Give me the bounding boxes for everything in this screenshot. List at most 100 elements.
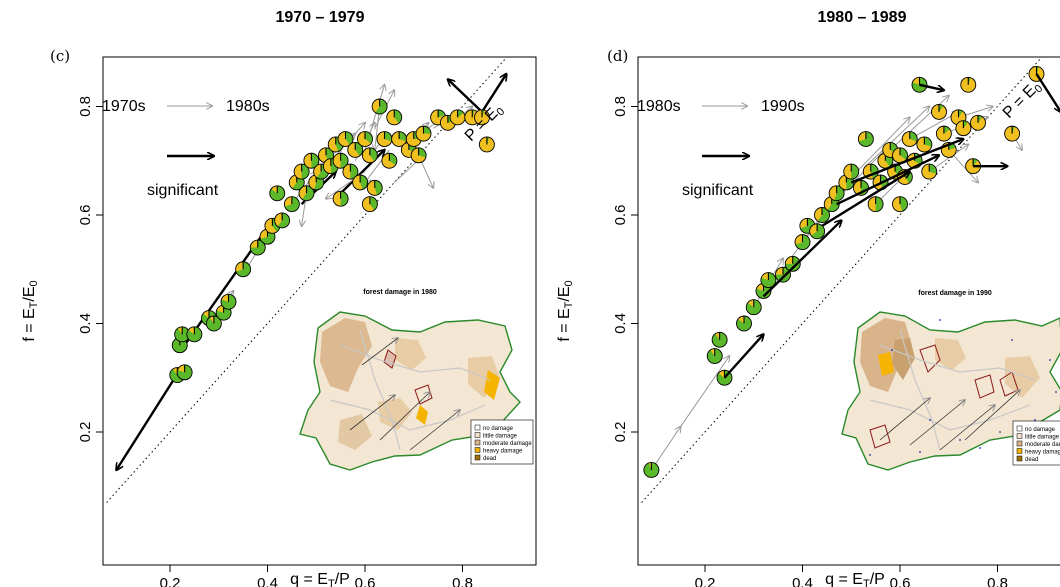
- pie-point: [371, 98, 388, 115]
- pie-point: [931, 103, 947, 120]
- pie-point: [332, 190, 349, 207]
- y-tick-label: 0.4: [612, 313, 629, 334]
- pie-point: [955, 120, 972, 137]
- panel-d-legend-to: 1990s: [761, 98, 805, 115]
- pie-point: [357, 131, 373, 148]
- panel-d-frame: [637, 56, 1060, 566]
- inset-legend-swatch: [1016, 433, 1023, 439]
- inset-legend-label: no damage: [1025, 427, 1056, 433]
- inset-legend-swatch: [474, 454, 481, 461]
- y-tick-label: 0.2: [612, 422, 629, 443]
- pie-point: [935, 125, 952, 142]
- panel-c-inset-title: forest damage in 1980: [363, 289, 437, 296]
- panel-d-inset-title: forest damage in 1990: [918, 290, 992, 297]
- pie-point: [269, 185, 286, 202]
- panel-c-frame: [102, 56, 537, 566]
- pie-point: [901, 131, 918, 148]
- panel-d-inset-map: forest damage in 1990: [841, 290, 1060, 471]
- panel-c-y-axis: 0.2 0.4 0.6 0.8: [77, 96, 103, 442]
- significant-change-arrow: [448, 79, 483, 113]
- x-tick-label: 0.8: [452, 575, 473, 587]
- y-tick-label: 0.8: [612, 96, 629, 117]
- significant-change-arrow: [183, 220, 273, 346]
- y-tick-label: 0.4: [77, 313, 94, 334]
- pie-point: [916, 136, 933, 153]
- pie-point: [643, 462, 660, 478]
- panel-d-x-axis: 0.2 0.4 0.6 0.8: [695, 565, 1008, 587]
- x-tick-label: 0.8: [987, 575, 1008, 587]
- inset-legend-label: heavy damage: [1025, 450, 1060, 456]
- x-tick-label: 0.2: [160, 575, 181, 587]
- inset-legend-swatch: [1016, 425, 1023, 432]
- x-tick-label: 0.6: [355, 575, 376, 587]
- pie-point: [711, 331, 728, 348]
- panel-c-title: 1970 – 1979: [276, 9, 365, 26]
- significant-change-arrow: [821, 172, 910, 227]
- pie-point: [474, 109, 490, 126]
- pie-point: [174, 326, 191, 343]
- x-tick-label: 0.4: [257, 575, 278, 587]
- pie-point: [352, 174, 369, 191]
- y-tick-label: 0.2: [77, 422, 94, 443]
- pie-point: [478, 136, 495, 153]
- inset-legend-label: moderate damage: [483, 441, 532, 447]
- change-arrow: [865, 107, 929, 167]
- pie-point: [1004, 125, 1021, 142]
- pie-point: [775, 266, 791, 283]
- pie-point: [828, 185, 845, 202]
- pie-point: [892, 147, 908, 164]
- change-arrow: [680, 356, 730, 427]
- pie-point: [303, 152, 320, 169]
- panel-d-label: (d): [607, 47, 628, 65]
- panel-c-x-axis: 0.2 0.4 0.6 0.8: [160, 565, 473, 587]
- panel-d-legend-significant: significant: [682, 182, 754, 199]
- y-tick-label: 0.6: [77, 205, 94, 226]
- pie-point: [843, 163, 860, 180]
- inset-legend-label: no damage: [483, 426, 514, 432]
- pie-point: [867, 196, 884, 213]
- pie-point: [332, 152, 349, 169]
- pie-point: [205, 315, 222, 332]
- pie-point: [736, 315, 752, 332]
- panel-d-title: 1980 – 1989: [818, 9, 907, 26]
- pie-point: [293, 163, 310, 180]
- pie-point: [381, 152, 398, 169]
- inset-legend-label: dead: [483, 456, 496, 462]
- inset-legend-label: dead: [1025, 457, 1038, 463]
- panel-c-legend-to: 1980s: [226, 98, 270, 115]
- y-tick-label: 0.8: [77, 96, 94, 117]
- pie-point: [274, 212, 291, 229]
- panel-c-legend-significant: significant: [147, 182, 219, 199]
- pie-point: [391, 131, 408, 148]
- pie-point: [745, 299, 762, 316]
- panel-d-x-axis-label: q = ET/P: [825, 571, 885, 587]
- pie-point: [921, 163, 938, 180]
- pie-point: [361, 147, 378, 164]
- inset-legend-label: moderate damage: [1025, 442, 1060, 448]
- significant-change-arrow: [723, 334, 764, 379]
- pie-point: [235, 261, 252, 278]
- pie-point: [814, 207, 830, 223]
- pie-point: [857, 131, 874, 148]
- pie-point: [809, 223, 826, 240]
- inset-legend-swatch: [474, 424, 481, 431]
- pie-point: [361, 196, 378, 213]
- pie-point: [410, 147, 427, 164]
- panel-d-y-axis-label: f = ET/E0: [556, 280, 575, 341]
- significant-change-arrow: [1035, 73, 1060, 112]
- pie-point: [706, 348, 723, 364]
- x-tick-label: 0.2: [695, 575, 716, 587]
- pie-point: [249, 239, 266, 256]
- significant-change-arrow: [850, 139, 963, 184]
- y-tick-label: 0.6: [612, 205, 629, 226]
- pie-point: [960, 76, 977, 93]
- pie-point: [892, 196, 908, 213]
- pie-point: [298, 185, 315, 202]
- significant-change-arrow: [116, 377, 176, 470]
- panel-d: 1980 – 1989 (d) 0.2 0.4 0.6 0.8 0.20.40.60.…: [556, 9, 1060, 587]
- pie-point: [283, 196, 300, 213]
- inset-legend-swatch: [1016, 448, 1023, 454]
- pie-point: [449, 109, 466, 126]
- significant-change-arrow: [919, 83, 944, 90]
